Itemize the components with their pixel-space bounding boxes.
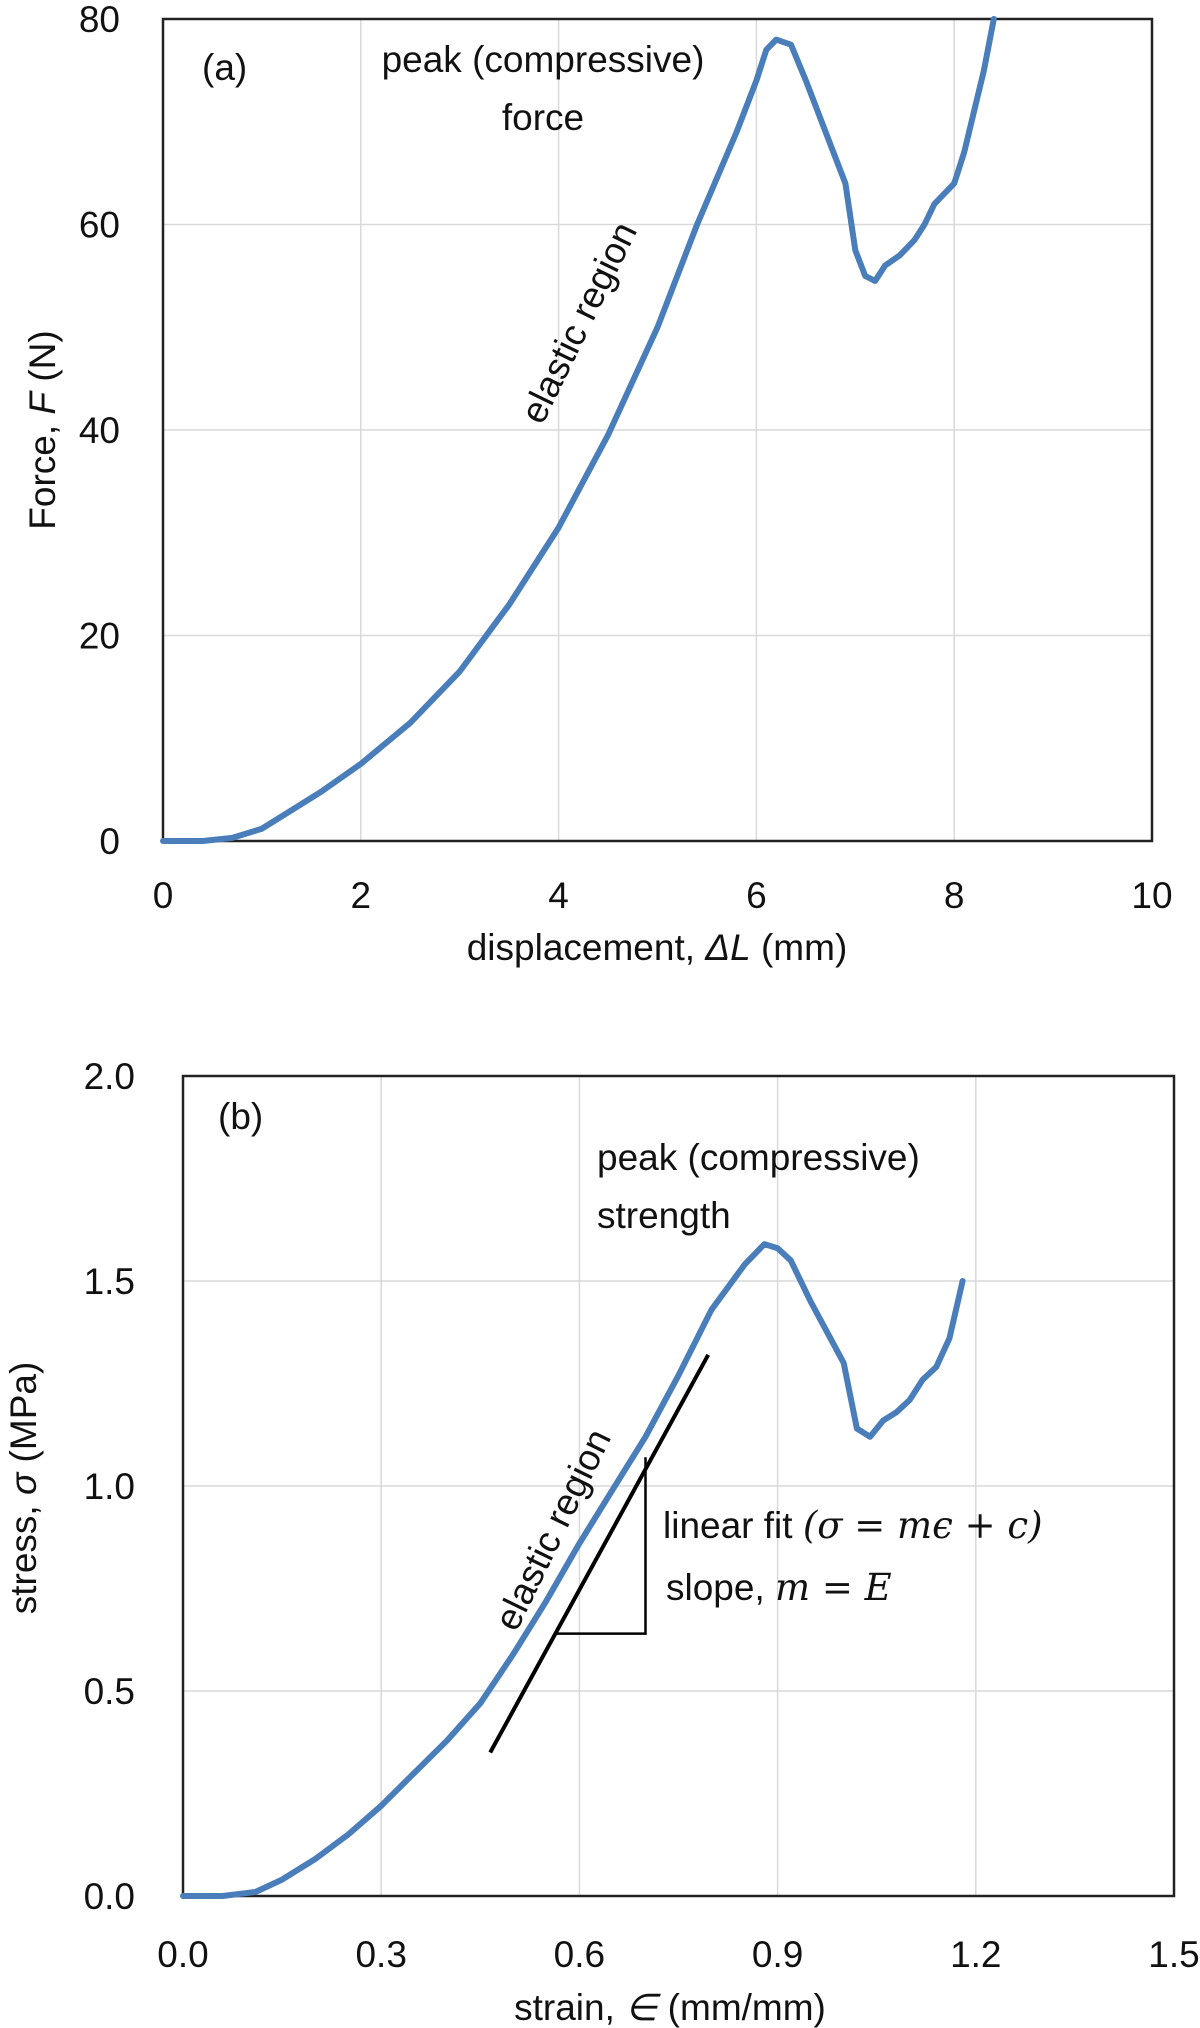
- panel-a-chart: 0 20 40 60 80 0 2 4 6 8 10 (a) peak (compressive)…: [22, 0, 1173, 968]
- panel-a-x-tick-label: 6: [746, 875, 767, 916]
- panel-b-x-tick-label: 1.5: [1148, 1934, 1199, 1975]
- panel-b-y-axis-label-unit: (MPa): [3, 1362, 44, 1473]
- panel-b-y-tick-label: 1.0: [84, 1466, 135, 1507]
- panel-b-y-tick-labels: 0.0 0.5 1.0 1.5 2.0: [84, 1056, 135, 1917]
- panel-b-x-axis-label-unit: (mm/mm): [657, 1987, 826, 2028]
- panel-b-y-tick-label: 1.5: [84, 1261, 135, 1302]
- panel-a-y-tick-labels: 0 20 40 60 80: [79, 0, 120, 862]
- panel-b-y-axis-label-variable: σ: [3, 1471, 44, 1495]
- panel-a-peak-annotation-line2: force: [502, 97, 584, 138]
- panel-a-gridlines: [163, 19, 1152, 841]
- panel-b-chart: 0.0 0.5 1.0 1.5 2.0 0.0 0.3 0.6 0.9 1.2 1.5 (b) p…: [3, 1056, 1200, 2028]
- panel-a-x-tick-label: 2: [351, 875, 372, 916]
- panel-a-y-tick-label: 40: [79, 410, 120, 451]
- panel-a-plot-frame: [161, 17, 1154, 843]
- panel-a-x-axis-label: displacement, ΔL (mm): [467, 927, 848, 968]
- panel-b-gridlines: [183, 1076, 1174, 1896]
- panel-b-plot-frame: [181, 1074, 1176, 1898]
- panel-b-x-tick-label: 0.3: [355, 1934, 406, 1975]
- panel-a-y-tick-label: 20: [79, 616, 120, 657]
- panel-b-x-tick-label: 0.9: [752, 1934, 803, 1975]
- panel-b-x-tick-label: 0.6: [554, 1934, 605, 1975]
- panel-a-force-curve: [160, 16, 997, 844]
- panel-b-x-axis-label-prefix: strain,: [514, 1987, 625, 2028]
- panel-a-x-tick-label: 8: [944, 875, 965, 916]
- panel-b-linear-fit-label: linear fit: [663, 1505, 803, 1546]
- panel-b-y-tick-label: 0.0: [84, 1876, 135, 1917]
- panel-a-y-axis-label: Force, F (N): [22, 330, 63, 529]
- panel-b-y-axis-label-prefix: stress,: [3, 1495, 44, 1614]
- panel-b-linear-fit-annotation: linear fit (σ = mϵ + c): [663, 1504, 1043, 1547]
- panel-b-x-tick-label: 1.2: [950, 1934, 1001, 1975]
- panel-b-x-axis-label-variable: ∈: [625, 1987, 661, 2028]
- panel-b-peak-annotation-line1: peak (compressive): [597, 1137, 920, 1178]
- panel-b-slope-annotation: slope, m = E: [666, 1566, 892, 1609]
- panel-b-y-tick-label: 2.0: [84, 1056, 135, 1097]
- panel-b-x-axis-label: strain, ∈ (mm/mm): [514, 1987, 826, 2028]
- panel-a-label: (a): [202, 47, 247, 88]
- panel-b-stress-curve: [180, 1241, 966, 1899]
- panel-b-peak-annotation-line2: strength: [597, 1195, 731, 1236]
- panel-a-x-tick-label: 10: [1131, 875, 1172, 916]
- panel-b-slope-label: slope,: [666, 1567, 775, 1608]
- panel-a-x-axis-label-variable: ΔL: [704, 927, 750, 968]
- panel-b-slope-equation: m = E: [775, 1566, 892, 1609]
- panel-a-y-tick-label: 0: [99, 821, 120, 862]
- panel-b-x-tick-labels: 0.0 0.3 0.6 0.9 1.2 1.5: [157, 1934, 1199, 1975]
- panel-a-y-axis-label-unit: (N): [22, 330, 63, 392]
- panel-a-y-axis-label-variable: F: [22, 390, 63, 415]
- panel-a-y-axis-label-prefix: Force,: [22, 415, 63, 530]
- panel-a-x-tick-label: 0: [153, 875, 174, 916]
- panel-b-y-axis-label: stress, σ (MPa): [3, 1362, 44, 1615]
- panel-b-slope-triangle: [556, 1457, 647, 1635]
- panel-b-linear-fit-equation: (σ = mϵ + c): [803, 1504, 1043, 1547]
- panel-a-peak-annotation-line1: peak (compressive): [382, 39, 705, 80]
- panel-a-x-tick-label: 4: [548, 875, 569, 916]
- panel-a-y-tick-label: 80: [79, 0, 120, 40]
- panel-a-x-tick-labels: 0 2 4 6 8 10: [153, 875, 1173, 916]
- panel-a-y-tick-label: 60: [79, 205, 120, 246]
- panel-b-label: (b): [218, 1096, 263, 1137]
- panel-b-y-tick-label: 0.5: [84, 1671, 135, 1712]
- panel-b-x-tick-label: 0.0: [157, 1934, 208, 1975]
- panel-b-elastic-annotation: elastic region: [487, 1423, 619, 1637]
- panel-a-x-axis-label-prefix: displacement,: [467, 927, 706, 968]
- panel-b-linear-fit-line: [488, 1353, 710, 1754]
- panel-a-x-axis-label-unit: (mm): [751, 927, 848, 968]
